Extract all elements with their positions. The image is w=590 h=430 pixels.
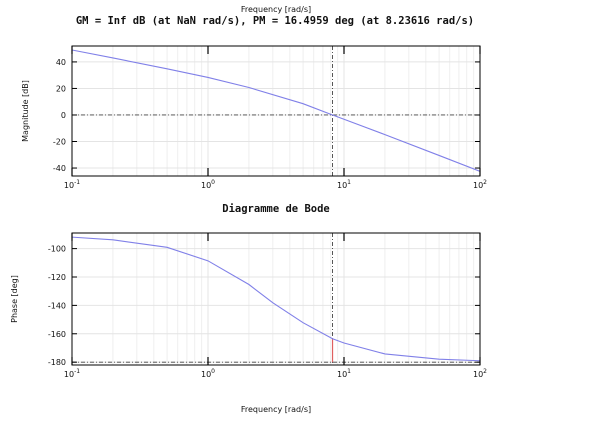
phase-ytick-label: -160 <box>48 330 66 339</box>
phase-ytick-label: -100 <box>48 245 66 254</box>
phase-xtick-label: 102 <box>473 368 487 379</box>
mag-xtick-label: 102 <box>473 179 487 190</box>
mag-ytick-label: -20 <box>53 138 66 147</box>
magnitude-plot: 40 20 0 -20 -40 10-1 100 101 102 Magnitude [dB] <box>21 45 487 190</box>
phase-xtick-label: 101 <box>337 368 351 379</box>
mag-xtick-label: 10-1 <box>64 179 80 190</box>
mag-ytick-label: -40 <box>53 164 66 173</box>
phase-ylabel: Phase [deg] <box>10 275 19 323</box>
mag-ytick-label: 40 <box>56 58 66 67</box>
mag-grid <box>71 46 480 176</box>
mag-xtick-label: 101 <box>337 179 351 190</box>
margins-header: GM = Inf dB (at NaN rad/s), PM = 16.4959… <box>76 15 474 27</box>
phase-xtick-label: 100 <box>201 368 215 379</box>
phase-grid <box>71 233 480 365</box>
mag-ylabel: Magnitude [dB] <box>21 80 30 142</box>
bottom-cut-axis-label: Frequency [rad/s] <box>241 405 311 414</box>
phase-xtick-label: 10-1 <box>64 368 80 379</box>
mag-ytick-label: 20 <box>56 84 66 93</box>
mag-axes-box <box>71 45 481 177</box>
phase-ytick-label: -140 <box>48 301 66 310</box>
mag-xtick-label: 100 <box>201 179 215 190</box>
mag-curve <box>72 49 480 172</box>
phase-axes-box <box>71 232 481 366</box>
phase-curve <box>72 236 480 362</box>
phase-ytick-label: -180 <box>48 358 66 367</box>
top-cut-axis-label: Frequency [rad/s] <box>241 5 311 14</box>
phase-ytick-label: -120 <box>48 273 66 282</box>
mag-ytick-label: 0 <box>61 111 66 120</box>
bode-title: Diagramme de Bode <box>222 203 329 215</box>
